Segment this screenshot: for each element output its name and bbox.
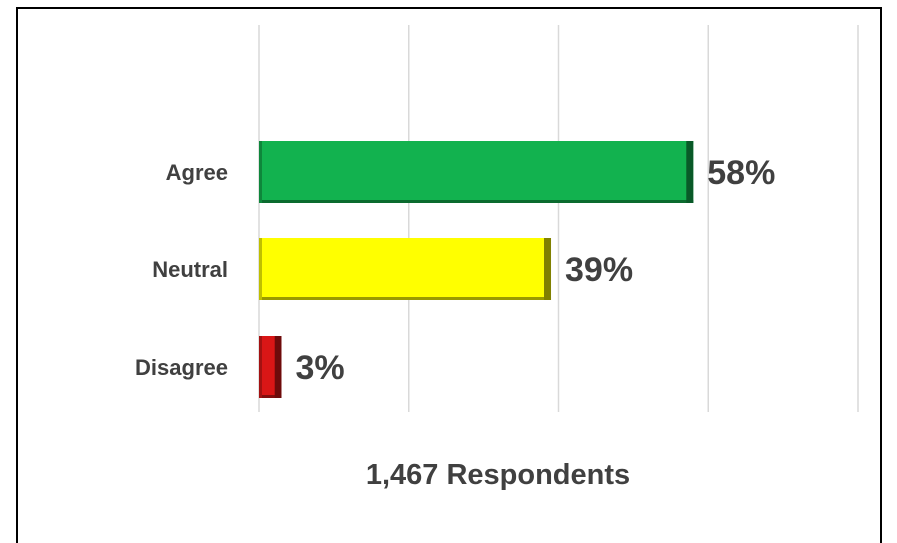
bar-neutral-end-cap xyxy=(544,238,552,300)
labels: Agree 58% Neutral 39% Disagree 3% xyxy=(135,154,775,387)
bar-disagree-end-cap xyxy=(274,336,282,398)
bar-disagree-bottom-edge xyxy=(259,395,282,398)
bars xyxy=(259,141,694,398)
bar-neutral-left-edge xyxy=(259,238,262,300)
data-label-neutral: 39% xyxy=(565,251,633,289)
category-label-neutral: Neutral xyxy=(152,257,228,282)
bar-agree xyxy=(259,141,694,203)
bar-disagree-left-edge xyxy=(259,336,262,398)
data-label-disagree: 3% xyxy=(295,349,344,387)
data-label-agree: 58% xyxy=(707,154,775,192)
bar-neutral xyxy=(259,238,552,300)
bar-agree-top-edge xyxy=(259,141,694,144)
bar-disagree-top-edge xyxy=(259,336,282,339)
category-label-disagree: Disagree xyxy=(135,355,228,380)
bar-disagree xyxy=(259,336,282,398)
bar-agree-left-edge xyxy=(259,141,262,203)
respondents-label: 1,467 Respondents xyxy=(366,459,630,491)
category-label-agree: Agree xyxy=(166,160,228,185)
bar-agree-bottom-edge xyxy=(259,200,694,203)
bar-agree-body xyxy=(259,141,694,203)
bar-agree-end-cap xyxy=(686,141,694,203)
bar-neutral-top-edge xyxy=(259,238,552,241)
bar-neutral-body xyxy=(259,238,552,300)
gridlines xyxy=(258,25,859,412)
bar-neutral-bottom-edge xyxy=(259,297,552,300)
